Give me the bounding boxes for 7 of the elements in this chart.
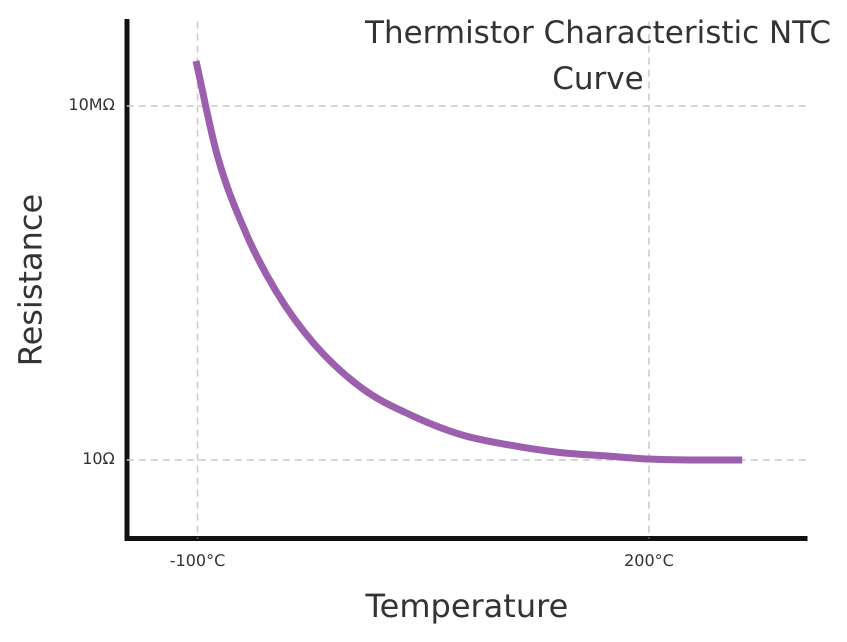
- y-axis-title: Resistance: [12, 194, 50, 366]
- y-tick-label: 10Ω: [82, 449, 115, 468]
- y-tick-label: 10MΩ: [68, 95, 115, 114]
- x-axis-title: Temperature: [364, 587, 568, 626]
- x-tick-label: 200°C: [624, 551, 674, 570]
- x-tick-label: -100°C: [170, 551, 226, 570]
- text: Thermistor Characteristic NTC Curve: [364, 14, 832, 99]
